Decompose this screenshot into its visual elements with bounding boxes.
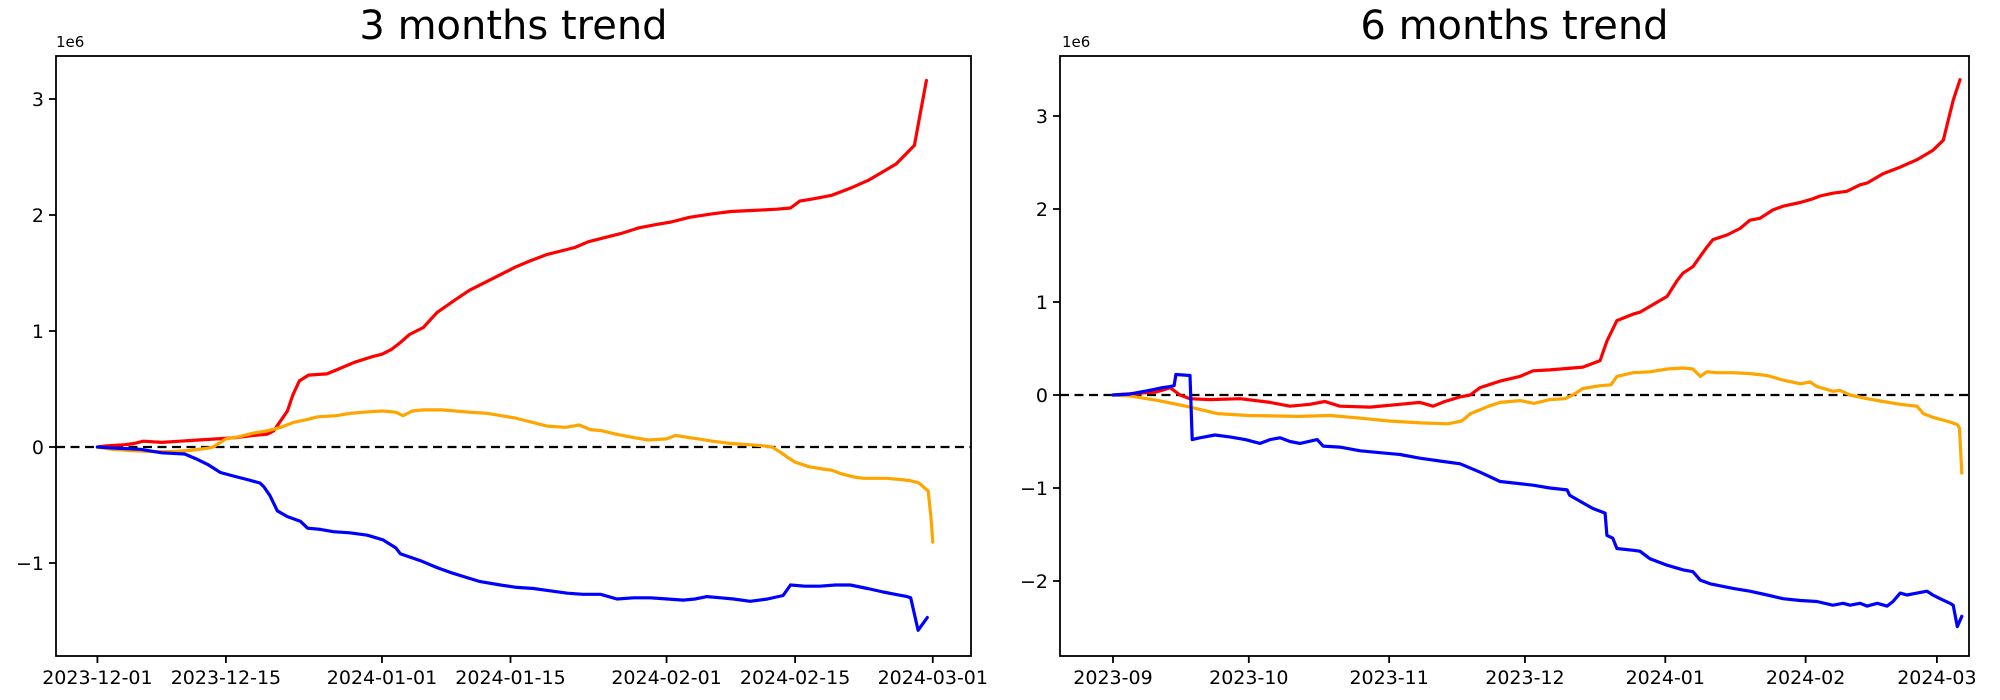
x-tick-label: 2024-01-01 <box>327 667 437 689</box>
series-line-orange <box>95 408 935 544</box>
chart-title-3-months: 3 months trend <box>359 3 668 49</box>
x-tick-label: 2023-12 <box>1485 667 1564 689</box>
x-tick-label: 2023-11 <box>1349 667 1428 689</box>
x-tick-label: 2024-01 <box>1626 667 1705 689</box>
y-tick-label: 1 <box>32 321 44 343</box>
y-tick-label: 3 <box>32 89 44 111</box>
x-tick-label: 2024-02-01 <box>611 667 721 689</box>
y-tick-label: −2 <box>1020 571 1048 593</box>
x-tick-label: 2023-12-15 <box>171 667 281 689</box>
y-tick-label: 1 <box>1036 292 1048 314</box>
y-tick-label: 0 <box>1036 385 1048 407</box>
y-axis-offset-label-right: 1e6 <box>1062 33 1091 51</box>
y-tick-label: 3 <box>1036 106 1048 128</box>
series-line-red <box>1111 78 1962 409</box>
series-line-orange <box>1111 366 1964 475</box>
x-tick-label: 2024-02 <box>1766 667 1845 689</box>
y-axis-offset-label-left: 1e6 <box>56 33 85 51</box>
x-tick-label: 2024-03-01 <box>878 667 988 689</box>
y-tick-label: −1 <box>16 553 44 575</box>
x-tick-label: 2023-10 <box>1209 667 1288 689</box>
y-tick-label: −1 <box>1020 478 1048 500</box>
y-tick-label: 2 <box>1036 199 1048 221</box>
axes-frame <box>55 55 972 657</box>
y-tick-label: 2 <box>32 205 44 227</box>
x-tick-label: 2023-12-01 <box>42 667 152 689</box>
series-line-red <box>95 78 929 449</box>
x-tick-label: 2024-02-15 <box>740 667 850 689</box>
x-tick-label: 2023-09 <box>1073 667 1152 689</box>
series-line-blue <box>95 445 929 632</box>
x-tick-label: 2024-03 <box>1897 667 1976 689</box>
axes-frame <box>1059 55 1970 657</box>
x-tick-label: 2024-01-15 <box>455 667 565 689</box>
series-line-blue <box>1111 372 1964 629</box>
y-tick-label: 0 <box>32 437 44 459</box>
chart-title-6-months: 6 months trend <box>1360 3 1669 49</box>
